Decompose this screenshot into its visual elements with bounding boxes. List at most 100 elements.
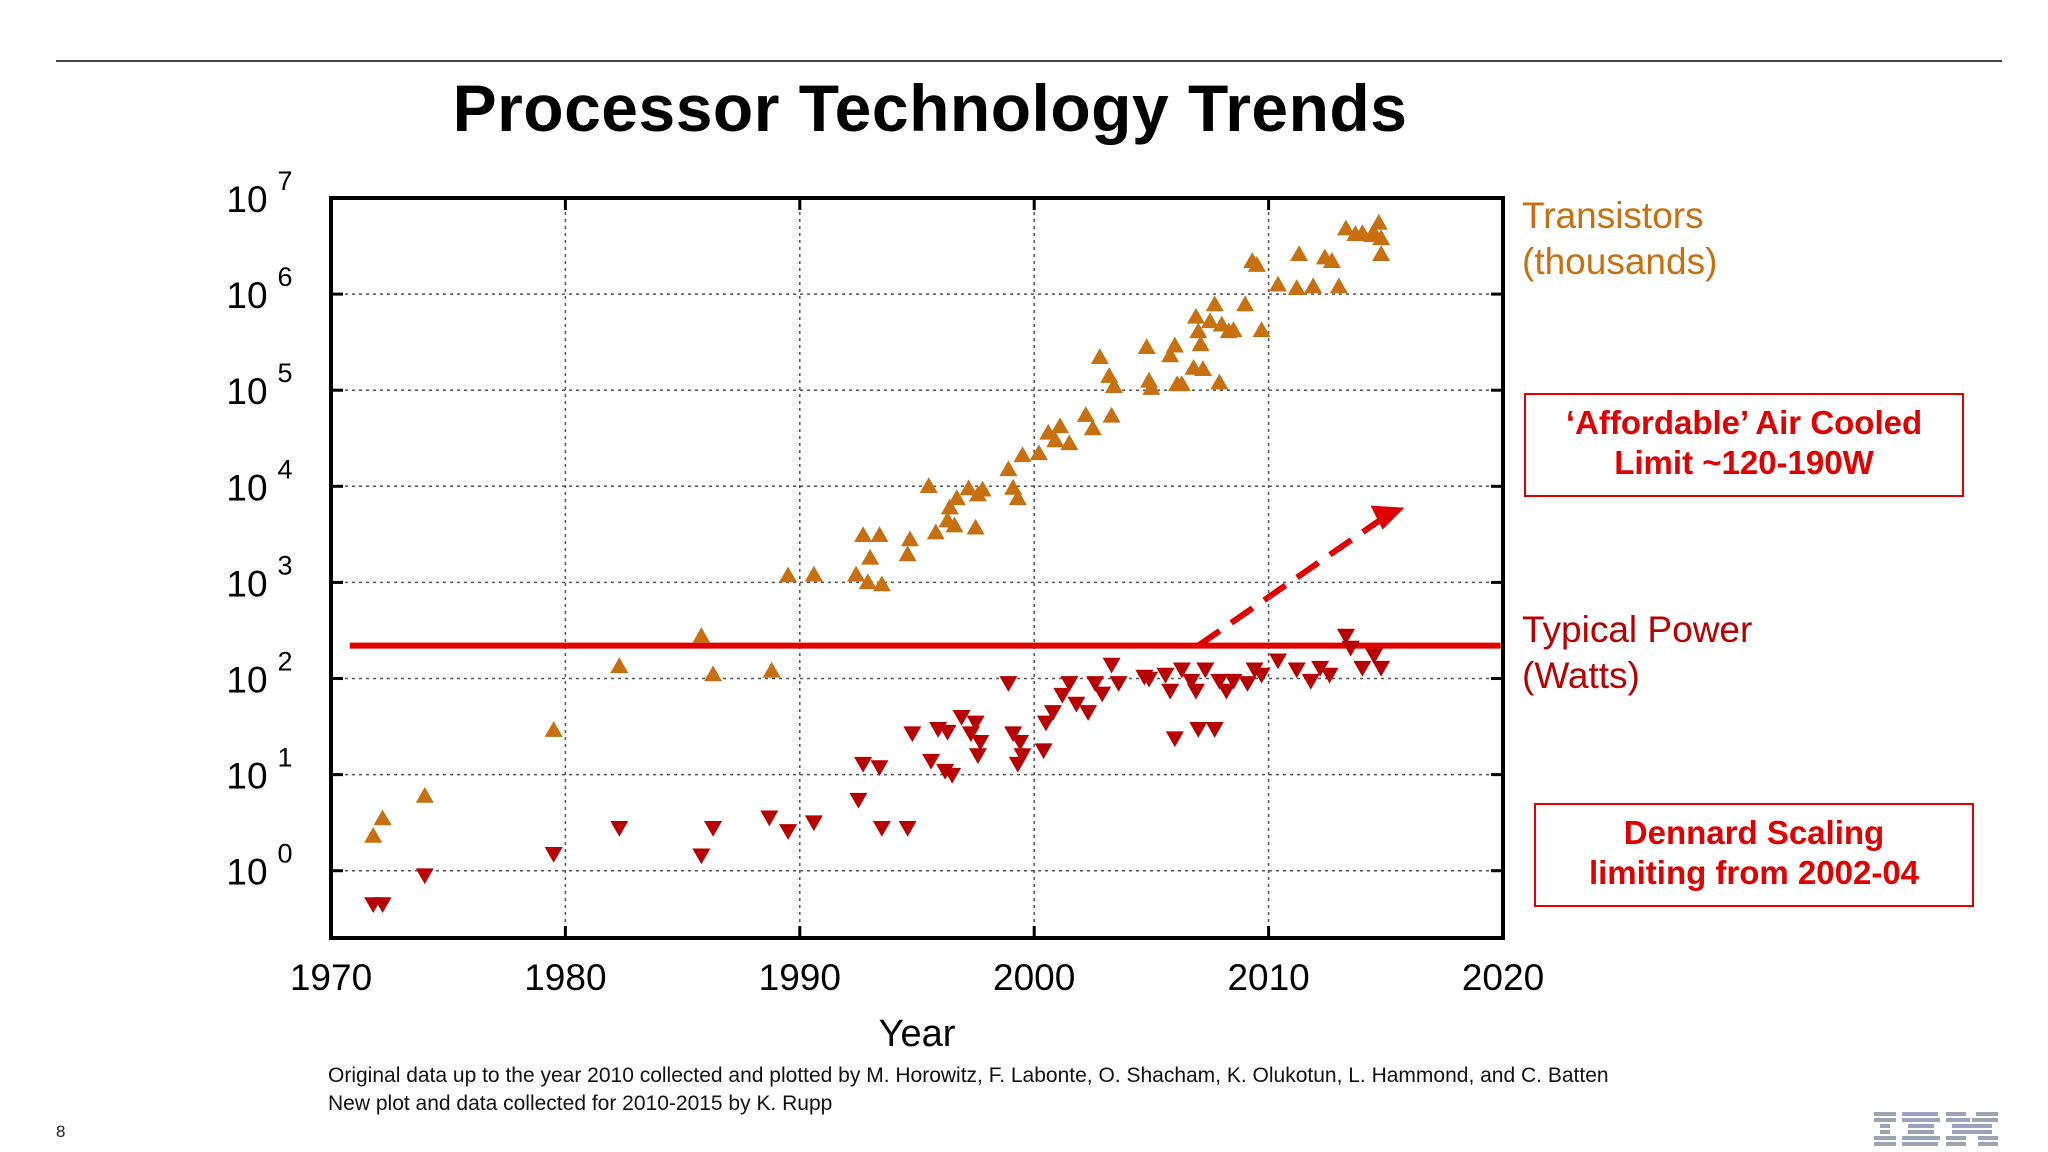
transistor-point [1186, 307, 1205, 324]
transistor-point [1210, 373, 1229, 390]
power-point [1287, 662, 1306, 679]
transistor-point [1236, 295, 1255, 312]
transistor-point [1137, 338, 1156, 354]
power-point [1140, 671, 1159, 688]
transistor-point [919, 477, 938, 494]
power-point [1311, 660, 1330, 677]
transistor-point [1090, 348, 1109, 365]
transistor-point [1083, 419, 1102, 436]
transistor-point [804, 565, 823, 582]
power-point [1034, 743, 1053, 760]
power-point [1086, 676, 1105, 692]
power-point [1161, 683, 1180, 700]
transistor-point [973, 480, 992, 497]
transistor-point [1247, 256, 1266, 272]
transistor-point [1046, 431, 1065, 448]
y-tick-label-base: 10 [226, 275, 267, 316]
power-point [1341, 640, 1360, 657]
transistor-point [870, 526, 889, 542]
power-point [968, 748, 987, 765]
power-point [966, 715, 985, 732]
transistor-point [1161, 346, 1180, 363]
transistor-point [858, 573, 877, 590]
power-point [903, 726, 922, 743]
power-point [854, 756, 873, 773]
transistor-point [1287, 279, 1306, 296]
transistor-point [966, 518, 985, 535]
power-point [373, 897, 392, 914]
power-point [1093, 686, 1112, 703]
power-point [849, 792, 868, 809]
y-tick-label-exponent: 1 [277, 743, 292, 773]
y-tick-label-base: 10 [226, 660, 267, 701]
power-point [415, 868, 434, 885]
transistor-point [1050, 417, 1069, 434]
power-point [870, 760, 889, 777]
power-point [1079, 705, 1098, 721]
power-point [1036, 715, 1055, 732]
power-point [610, 821, 629, 837]
air-cooled-limit-box: ‘Affordable’ Air Cooled Limit ~120-190W [1524, 393, 1964, 497]
transistor-point [1172, 375, 1191, 392]
transistor-point [1029, 444, 1048, 461]
transistor-point [1191, 335, 1210, 352]
transistor-point [1205, 295, 1224, 312]
transistor-point [415, 786, 434, 803]
power-point [760, 810, 779, 827]
legend-power-line: Typical Power [1522, 609, 1752, 650]
transistor-point [1013, 446, 1032, 463]
limit-arrow-line [1196, 513, 1389, 649]
transistor-point [1336, 219, 1355, 236]
power-point [1238, 676, 1257, 692]
y-tick-label-base: 10 [226, 467, 267, 508]
power-point [1301, 673, 1320, 690]
power-point [1189, 722, 1208, 738]
transistor-point [1102, 406, 1121, 423]
power-point [938, 724, 957, 741]
slide-title: Processor Technology Trends [452, 71, 1408, 145]
transistor-point [364, 826, 383, 843]
power-point [922, 753, 941, 770]
x-axis-title: Year [879, 1013, 956, 1055]
transistor-point [1372, 229, 1391, 246]
y-tick-label-base: 10 [226, 179, 267, 220]
power-point [1043, 705, 1062, 721]
power-point [1182, 673, 1201, 690]
power-point [544, 847, 563, 863]
power-point [1060, 676, 1079, 692]
power-point [1004, 726, 1023, 743]
power-point [1165, 731, 1184, 748]
power-point [1320, 667, 1339, 684]
x-tick-label: 1990 [759, 957, 841, 998]
transistor-point [940, 498, 959, 515]
transistor-point [762, 661, 781, 678]
transistor-point [1189, 322, 1208, 339]
y-tick-label-exponent: 2 [277, 647, 292, 677]
power-point [1224, 673, 1243, 690]
transistor-point [1142, 379, 1161, 395]
ibm-logo [1874, 1112, 1998, 1146]
power-point [936, 763, 955, 780]
page-number: 8 [56, 1122, 66, 1141]
transistor-point [779, 566, 798, 583]
power-point [1109, 676, 1128, 692]
power-point [1186, 683, 1205, 700]
power-point [1217, 683, 1236, 700]
power-point [1067, 696, 1086, 713]
transistor-point [1372, 245, 1391, 261]
air-cooled-limit-line-2: Limit ~120-190W [1614, 444, 1874, 481]
transistor-point [544, 721, 563, 737]
power-point [971, 734, 990, 751]
power-point [1053, 687, 1072, 704]
power-point [872, 821, 891, 837]
transistor-point [1369, 213, 1388, 230]
x-tick-label: 2000 [993, 957, 1075, 998]
transistor-point [947, 489, 966, 506]
transistor-point [1165, 336, 1184, 353]
x-tick-label: 1980 [524, 957, 606, 998]
power-point [999, 676, 1018, 692]
transistor-point [1104, 377, 1123, 393]
power-point [692, 848, 711, 865]
transistor-point [1268, 275, 1287, 292]
